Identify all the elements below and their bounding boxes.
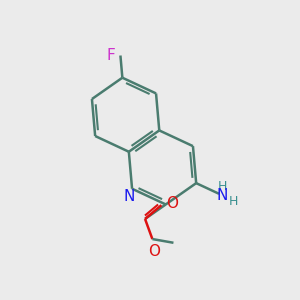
Text: O: O: [148, 244, 160, 259]
Text: H: H: [228, 195, 238, 208]
Text: N: N: [123, 189, 135, 204]
Text: H: H: [218, 180, 227, 193]
Text: N: N: [217, 188, 228, 203]
Text: F: F: [106, 48, 115, 63]
Text: O: O: [166, 196, 178, 211]
